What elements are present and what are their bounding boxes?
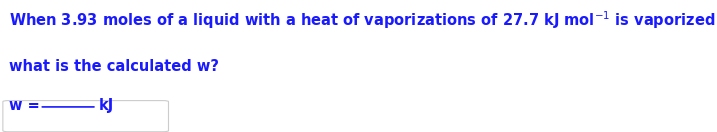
Text: what is the calculated w?: what is the calculated w? <box>9 59 219 74</box>
Text: When 3.93 moles of a liquid with a heat of vaporizations of 27.7 kJ mol$^{-1}$ i: When 3.93 moles of a liquid with a heat … <box>9 9 717 31</box>
FancyBboxPatch shape <box>3 101 168 132</box>
Text: kJ: kJ <box>99 98 114 113</box>
Text: w =: w = <box>9 98 44 113</box>
